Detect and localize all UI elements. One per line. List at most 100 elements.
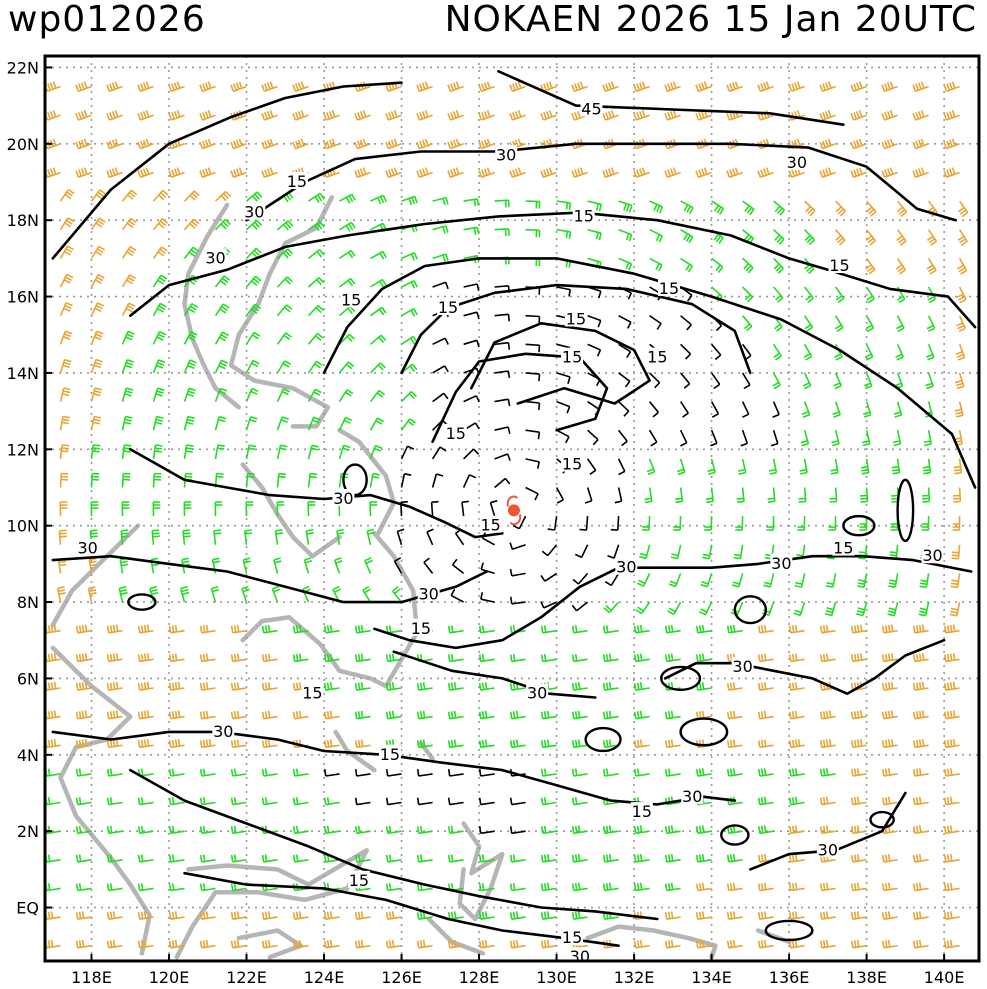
wind-barb [509,826,526,835]
wind-barb [664,825,681,835]
wind-barb [733,544,744,560]
wind-barb [850,853,867,863]
wind-barb [245,331,261,345]
wind-barb [385,797,402,806]
wind-barb [292,710,309,720]
wind-barb [772,401,780,418]
lat-tick-label: 14N [7,364,39,383]
wind-barb [121,246,137,259]
wind-barb [617,429,628,447]
wind-barb [416,138,433,150]
contour-label: 15 [380,745,400,764]
wind-barb [943,853,960,863]
wind-barb [494,199,510,208]
wind-barb [370,278,387,288]
wind-barb [230,825,247,835]
wind-barb [512,515,527,530]
wind-barb [354,825,371,835]
wind-barb [230,167,247,179]
lat-tick-label: 10N [7,517,39,536]
wind-barb [881,796,898,806]
wind-barb [825,573,837,588]
wind-barb [860,458,870,475]
wind-barb [168,110,185,121]
wind-barb [773,229,785,245]
wind-barb [881,110,898,121]
wind-barb [509,797,526,806]
wind-barb [556,429,570,444]
wind-barb [571,625,588,634]
wind-barb [571,739,588,749]
wind-barb [362,585,372,603]
wind-barb [447,625,464,634]
wind-barb [121,444,132,460]
wind-barb [447,939,464,949]
wind-barb [757,768,774,777]
wind-barb [757,939,774,949]
wind-barb [214,275,231,288]
wind-barb [168,883,185,892]
wind-barb [798,487,807,503]
wind-barb [680,229,694,244]
wind-barb [509,682,526,691]
wind-barb [742,200,755,216]
wind-barb [797,516,806,531]
wind-barb [276,276,293,288]
wind-barb [757,739,774,749]
wind-barb [633,167,650,179]
isotach-contour-closed [720,824,750,846]
wind-barb [664,853,681,863]
wind-barb [617,458,626,476]
wind-barb [895,343,904,361]
lat-tick-label: 18N [7,211,39,230]
wind-barb [858,544,868,560]
wind-barb [89,529,98,545]
wind-barb [152,218,169,231]
wind-barb [401,308,418,317]
wind-barb [58,529,67,545]
wind-barb [463,226,480,235]
wind-barb [230,911,247,920]
wind-barb [307,416,321,431]
wind-barb [888,573,899,588]
wind-barb [323,138,340,150]
wind-barb [245,501,254,517]
wind-barb [757,853,774,863]
wind-barb [956,315,967,333]
wind-barb [261,739,278,749]
contour-label-bg [921,546,944,564]
lon-tick-label: 140E [924,968,965,987]
wind-barb [857,573,868,588]
wind-barb [447,110,464,121]
wind-barb [75,854,92,863]
wind-barb [323,653,340,663]
wind-barb [183,415,195,431]
wind-barb [199,653,216,663]
wind-barb [59,217,75,231]
wind-barb [850,768,867,777]
wind-barb [214,219,231,231]
wind-barb [292,939,309,949]
wind-barb [509,167,526,179]
wind-barb [137,738,154,749]
wind-barb [695,882,712,892]
wind-barb [385,939,402,949]
wind-barb [602,853,619,863]
contour-label: 15 [481,516,501,535]
wind-barb [385,110,402,121]
land-layer [50,195,792,960]
wind-barb [509,110,526,121]
wind-barb [385,825,402,835]
wind-barb [832,401,841,418]
wind-barb [59,387,71,402]
wind-barb [509,710,526,720]
wind-barb [912,796,929,806]
wind-barb [680,315,692,331]
wind-barb [245,303,261,317]
wind-barb [862,430,871,447]
wind-barb [90,444,101,459]
contour-label-bg [444,424,467,442]
contour-label: 15 [349,871,369,890]
wind-barb [943,653,960,663]
isotach-contour [431,352,609,443]
